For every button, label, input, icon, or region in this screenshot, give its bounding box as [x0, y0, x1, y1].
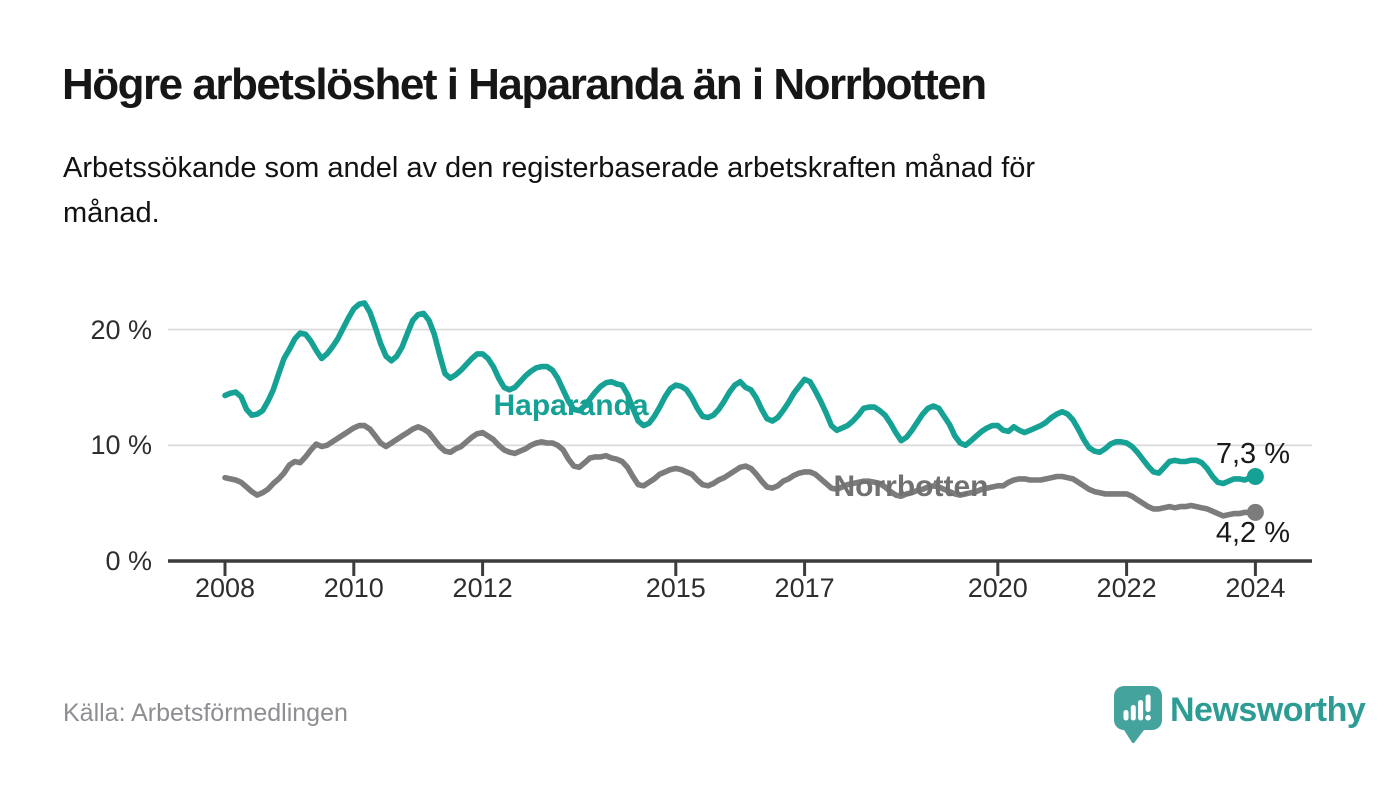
source-note: Källa: Arbetsförmedlingen [63, 699, 348, 727]
norrbotten-end-dot [1246, 503, 1264, 521]
x-tick-label: 2010 [323, 573, 384, 603]
haparanda-end-dot [1246, 468, 1264, 486]
series-label-norrbotten: Norrbotten [833, 470, 989, 503]
x-tick-label: 2008 [194, 573, 256, 603]
end-value-norrbotten: 4,2 % [1215, 517, 1290, 549]
y-tick-label: 0 % [105, 546, 152, 576]
haparanda-line [222, 300, 1259, 487]
newsworthy-wordmark: Newsworthy [1170, 691, 1366, 729]
newsworthy-logo: Newsworthy [1114, 686, 1366, 746]
x-tick-label: 2015 [645, 573, 706, 603]
x-tick-label: 2012 [452, 573, 513, 603]
x-tick-label: 2017 [774, 573, 835, 603]
end-value-haparanda: 7,3 % [1215, 438, 1290, 470]
y-tick-label: 20 % [90, 314, 152, 345]
norrbotten-line [222, 422, 1259, 519]
x-tick-label: 2024 [1225, 573, 1286, 603]
y-tick-label: 10 % [90, 430, 152, 461]
chart-subtitle: Arbetssökande som andel av den registerb… [63, 152, 1036, 229]
x-tick-label: 2020 [967, 573, 1028, 603]
page-title: Högre arbetslöshet i Haparanda än i Norr… [62, 60, 987, 109]
bar-chart-speech-bubble-icon [1114, 686, 1162, 744]
series-label-haparanda: Haparanda [493, 389, 649, 422]
x-tick-label: 2022 [1096, 573, 1157, 603]
